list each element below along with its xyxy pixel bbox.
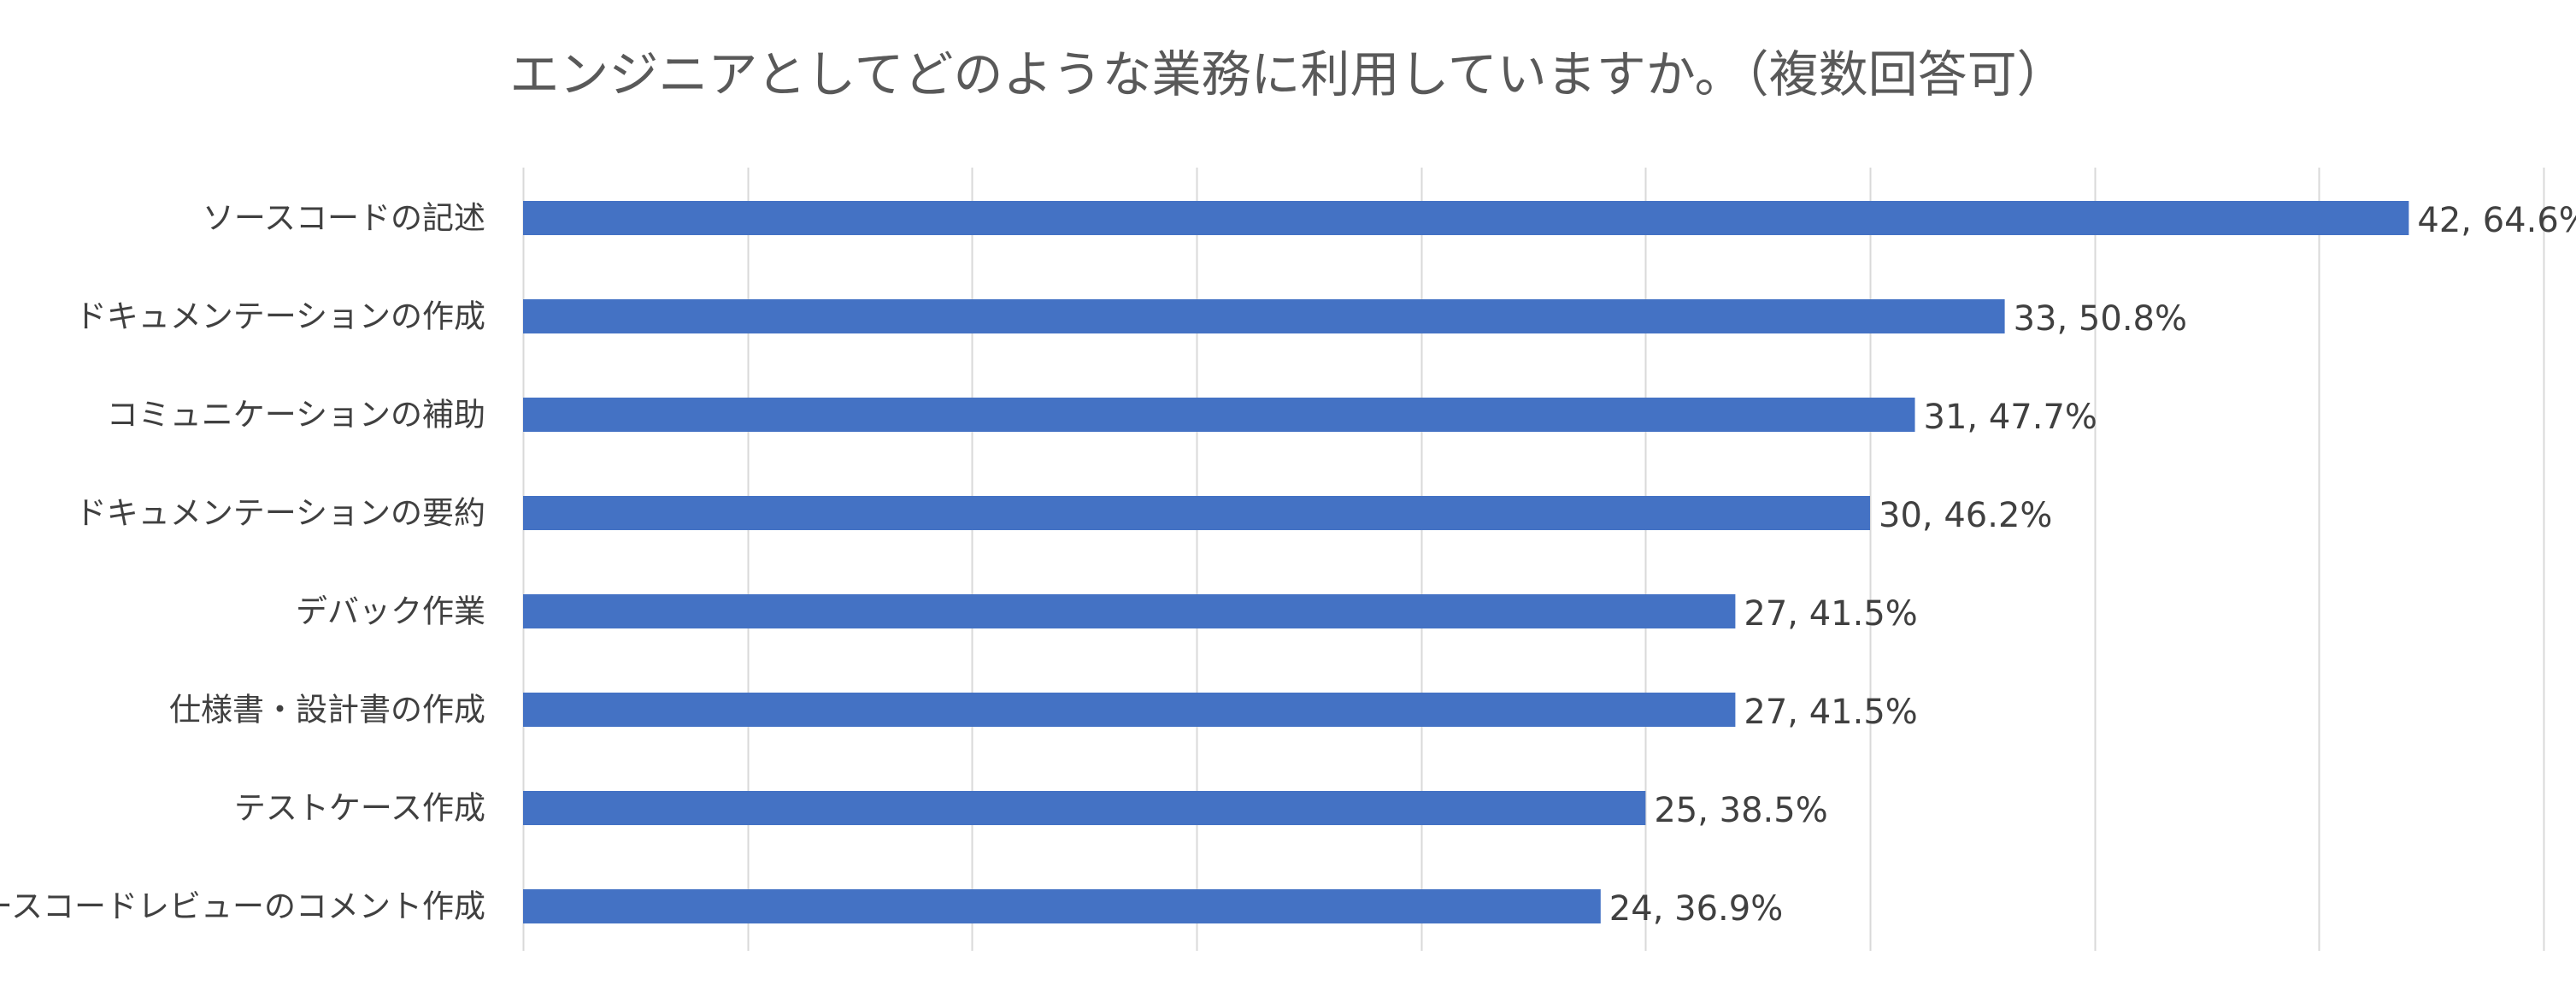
data-label: 27, 41.5% bbox=[1744, 693, 1917, 732]
data-label: 31, 47.7% bbox=[1924, 398, 2097, 437]
category-label: デバック作業 bbox=[296, 593, 485, 630]
category-label: 仕様書・設計書の作成 bbox=[169, 692, 485, 729]
category-label: ドキュメンテーションの要約 bbox=[75, 495, 485, 532]
data-labels: 42, 64.6% 33, 50.8% 31, 47.7% 30, 46.2% 27, … bbox=[1609, 201, 2576, 929]
data-label: 24, 36.9% bbox=[1609, 889, 1783, 929]
bar bbox=[523, 693, 1736, 727]
data-label: 42, 64.6% bbox=[2417, 201, 2576, 240]
data-label: 30, 46.2% bbox=[1879, 496, 2052, 535]
data-label: 33, 50.8% bbox=[2014, 299, 2187, 339]
category-label: ソースコードレビューのコメント作成 bbox=[0, 888, 485, 925]
bar-series bbox=[523, 201, 2409, 923]
category-label: ドキュメンテーションの作成 bbox=[75, 298, 485, 335]
category-labels: ソースコードの記述ドキュメンテーションの作成コミュニケーションの補助ドキュメンテ… bbox=[0, 200, 485, 925]
data-label: 25, 38.5% bbox=[1654, 791, 1827, 830]
bar bbox=[523, 496, 1870, 530]
bar bbox=[523, 299, 2005, 333]
bar bbox=[523, 791, 1646, 825]
data-label: 27, 41.5% bbox=[1744, 594, 1917, 634]
gridlines bbox=[522, 168, 2545, 951]
bar bbox=[523, 594, 1736, 628]
category-label: テストケース作成 bbox=[234, 790, 485, 827]
category-label: コミュニケーションの補助 bbox=[107, 397, 485, 434]
bar bbox=[523, 889, 1601, 923]
bar bbox=[523, 398, 1915, 432]
chart-title: エンジニアとしてどのような業務に利用していますか。（複数回答可） bbox=[509, 45, 2067, 103]
bar bbox=[523, 201, 2409, 235]
category-label: ソースコードの記述 bbox=[203, 200, 485, 237]
